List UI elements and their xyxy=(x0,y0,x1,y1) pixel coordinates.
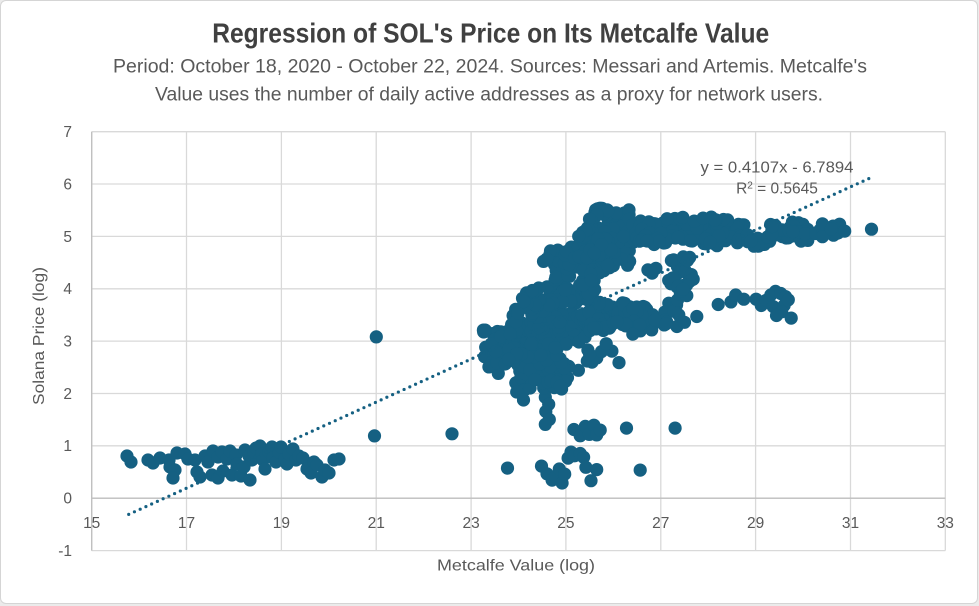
svg-text:6: 6 xyxy=(63,176,72,193)
svg-text:R2 = 0.5645: R2 = 0.5645 xyxy=(736,181,818,198)
svg-text:Period: October 18, 2020 - Oct: Period: October 18, 2020 - October 22, 2… xyxy=(113,56,867,77)
svg-text:23: 23 xyxy=(462,515,479,532)
svg-text:31: 31 xyxy=(842,515,859,532)
svg-text:5: 5 xyxy=(63,229,72,246)
svg-text:Solana Price (log): Solana Price (log) xyxy=(31,267,48,405)
svg-text:Value uses the number of daily: Value uses the number of daily active ad… xyxy=(155,85,823,106)
svg-text:0: 0 xyxy=(63,491,72,508)
svg-text:Metcalfe Value (log): Metcalfe Value (log) xyxy=(437,558,595,575)
svg-text:1: 1 xyxy=(63,438,72,455)
svg-text:25: 25 xyxy=(557,515,574,532)
svg-text:17: 17 xyxy=(178,515,195,532)
svg-text:4: 4 xyxy=(63,281,72,298)
svg-text:3: 3 xyxy=(63,334,72,351)
svg-text:21: 21 xyxy=(368,515,385,532)
svg-text:-1: -1 xyxy=(58,543,72,560)
svg-text:7: 7 xyxy=(63,124,72,141)
svg-text:29: 29 xyxy=(747,515,764,532)
svg-text:19: 19 xyxy=(273,515,290,532)
svg-text:33: 33 xyxy=(937,515,954,532)
svg-text:15: 15 xyxy=(83,515,100,532)
svg-text:2: 2 xyxy=(63,386,72,403)
svg-text:27: 27 xyxy=(652,515,669,532)
svg-text:y = 0.4107x - 6.7894: y = 0.4107x - 6.7894 xyxy=(701,159,854,176)
svg-text:Regression of SOL's Price on I: Regression of SOL's Price on Its Metcalf… xyxy=(212,18,769,49)
